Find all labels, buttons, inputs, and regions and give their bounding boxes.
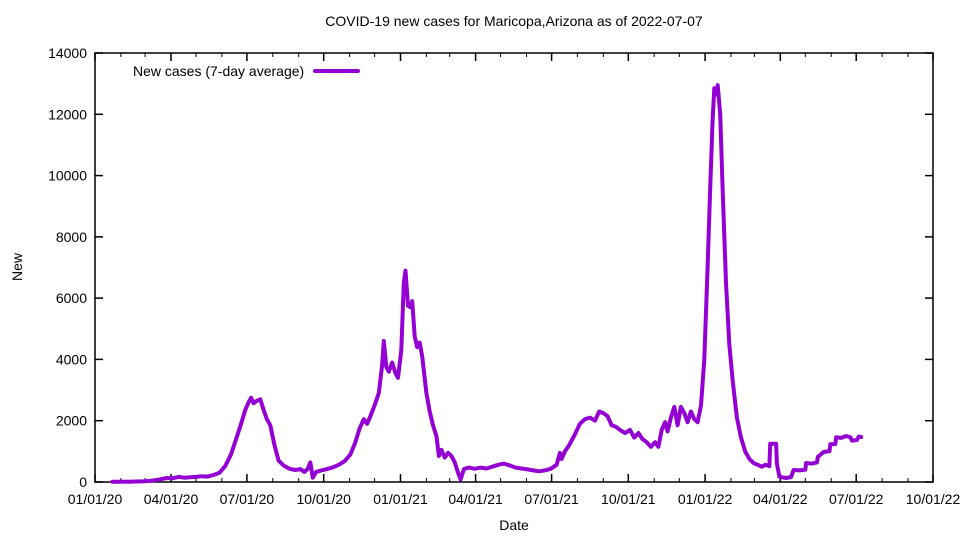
x-tick-label: 10/01/20	[296, 491, 351, 507]
y-tick-label: 6000	[56, 290, 87, 306]
x-tick-label: 07/01/22	[829, 491, 884, 507]
y-tick-label: 4000	[56, 351, 87, 367]
legend-line-swatch	[313, 69, 361, 73]
series-new-cases-line	[110, 83, 864, 484]
plot-border	[94, 52, 934, 483]
legend: New cases (7-day average)	[133, 63, 361, 79]
y-tick-label: 10000	[48, 168, 87, 184]
x-tick-label: 01/01/22	[678, 491, 733, 507]
x-axis-ticks: 01/01/20 04/01/20 07/01/20 10/01/20 01/01/21…	[68, 53, 960, 507]
y-tick-label: 2000	[56, 413, 87, 429]
x-tick-label: 01/01/20	[68, 491, 123, 507]
x-tick-label: 10/01/21	[601, 491, 656, 507]
chart-title: COVID-19 new cases for Maricopa,Arizona …	[325, 13, 703, 29]
y-axis-label: New	[9, 252, 25, 282]
x-tick-label: 04/01/21	[448, 491, 503, 507]
y-tick-label: 14000	[48, 45, 87, 61]
x-axis-label: Date	[499, 517, 529, 533]
y-axis-ticks: 0 2000 4000 6000 8000 10000 12000 14000	[48, 45, 933, 490]
x-tick-label: 01/01/21	[373, 491, 428, 507]
x-tick-label: 04/01/20	[144, 491, 199, 507]
y-tick-label: 0	[79, 474, 87, 490]
legend-label: New cases (7-day average)	[133, 63, 305, 79]
x-tick-label: 07/01/20	[220, 491, 275, 507]
x-tick-label: 10/01/22	[906, 491, 960, 507]
x-tick-label: 07/01/21	[524, 491, 579, 507]
y-tick-label: 8000	[56, 229, 87, 245]
x-tick-label: 04/01/22	[753, 491, 808, 507]
y-tick-label: 12000	[48, 106, 87, 122]
